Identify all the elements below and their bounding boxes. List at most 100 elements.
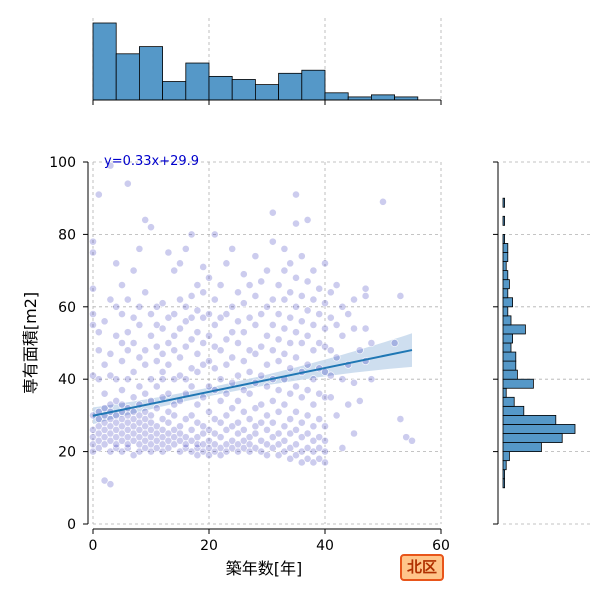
scatter-point — [303, 444, 312, 452]
scatter-point — [338, 302, 347, 311]
scatter-point — [152, 320, 161, 329]
x-histogram-bar — [162, 81, 187, 101]
scatter-point — [309, 375, 318, 384]
y-histogram-bar — [502, 197, 506, 208]
scatter-point — [315, 454, 324, 463]
scatter-point — [199, 393, 208, 402]
scatter-point — [228, 378, 237, 387]
scatter-point — [164, 418, 173, 427]
scatter-point — [245, 313, 254, 322]
scatter-point — [181, 244, 190, 253]
scatter-point — [106, 349, 115, 358]
scatter-point — [332, 320, 341, 329]
scatter-point — [274, 386, 283, 394]
y-histogram-bar — [502, 460, 507, 471]
scatter-point — [210, 230, 219, 239]
scatter-point — [147, 310, 155, 318]
scatter-point — [263, 360, 271, 369]
scatter-point — [234, 397, 242, 405]
scatter-point — [292, 425, 300, 434]
scatter-point — [274, 440, 283, 449]
scatter-point — [129, 339, 138, 347]
scatter-point — [193, 433, 202, 442]
scatter-point — [292, 302, 300, 311]
scatter-point — [326, 371, 335, 380]
scatter-point — [112, 331, 121, 340]
scatter-point — [170, 331, 179, 340]
y-histogram-bar — [502, 297, 514, 308]
scatter-point — [94, 328, 103, 337]
scatter-point — [251, 404, 260, 413]
scatter-point — [158, 415, 167, 423]
scatter-point — [321, 299, 329, 308]
scatter-point — [222, 310, 231, 318]
scatter-point — [187, 335, 196, 344]
scatter-point — [123, 179, 132, 188]
scatter-point — [118, 357, 126, 365]
scatter-point — [268, 444, 277, 452]
scatter-point — [239, 270, 248, 279]
scatter-point — [292, 407, 300, 416]
scatter-point — [89, 320, 97, 329]
scatter-point — [303, 429, 312, 438]
y-histogram-bar — [502, 424, 576, 434]
scatter-point — [286, 389, 295, 398]
scatter-point — [100, 404, 109, 413]
y-histogram-bar — [502, 279, 510, 290]
scatter-point — [170, 425, 179, 434]
scatter-point — [187, 292, 196, 300]
scatter-point — [309, 458, 318, 467]
scatter-point — [216, 346, 225, 355]
scatter-point — [303, 306, 312, 315]
y-histogram-bar — [502, 261, 507, 271]
scatter-point — [228, 436, 237, 445]
scatter-point — [234, 339, 242, 347]
scatter-point — [118, 310, 126, 318]
scatter-point — [321, 436, 329, 445]
scatter-point — [280, 324, 289, 333]
scatter-point — [251, 292, 260, 300]
scatter-point — [129, 266, 138, 275]
scatter-point — [263, 266, 271, 275]
y-histogram-bar — [502, 387, 507, 398]
x-histogram-bar — [324, 92, 349, 101]
scatter-point — [274, 451, 283, 460]
scatter-point — [135, 382, 144, 391]
scatter-point — [245, 389, 254, 398]
scatter-point — [118, 400, 126, 409]
scatter-point — [181, 415, 190, 423]
scatter-point — [141, 346, 150, 355]
scatter-point — [187, 230, 196, 239]
scatter-point — [94, 190, 103, 199]
scatter-point — [280, 422, 289, 431]
scatter-point — [112, 375, 121, 384]
scatter-point — [118, 386, 126, 394]
y-histogram-bar — [502, 333, 514, 344]
x-tick-label: 40 — [316, 538, 334, 554]
x-histogram-bar — [301, 69, 326, 101]
scatter-point — [251, 429, 260, 438]
y-histogram-bar — [502, 478, 506, 489]
axes — [83, 99, 499, 534]
scatter-point — [176, 259, 184, 268]
scatter-point — [199, 422, 208, 431]
scatter-point — [396, 292, 405, 300]
scatter-point — [164, 360, 173, 369]
x-tick-label: 60 — [432, 538, 450, 554]
scatter-point — [274, 407, 283, 416]
scatter-point — [158, 375, 167, 384]
scatter-point — [216, 444, 225, 452]
scatter-point — [263, 425, 271, 434]
scatter-point — [361, 292, 370, 300]
scatter-point — [210, 415, 219, 423]
scatter-point — [187, 425, 196, 434]
scatter-points — [89, 161, 416, 489]
scatter-point — [263, 331, 271, 340]
scatter-point — [118, 281, 126, 289]
scatter-point — [158, 299, 167, 308]
scatter-point — [268, 433, 277, 442]
scatter-point — [141, 360, 150, 369]
scatter-point — [170, 411, 179, 420]
scatter-point — [112, 259, 121, 268]
scatter-point — [303, 331, 312, 340]
